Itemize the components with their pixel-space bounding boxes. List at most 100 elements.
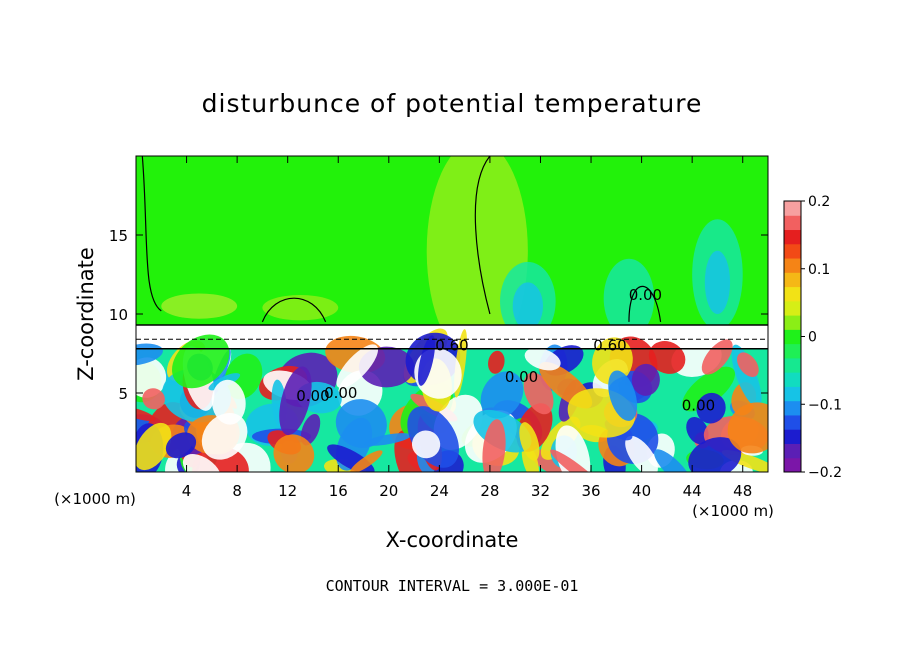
x-axis-label: X-coordinate: [386, 528, 519, 552]
y-tick-label: 10: [109, 306, 128, 324]
contour-line: [474, 156, 491, 315]
x-tick-label: 36: [581, 482, 600, 500]
turbulence-patch: [727, 402, 768, 454]
colorbar-swatch: [784, 372, 801, 387]
field-patch: [161, 293, 238, 319]
plot-area: [136, 156, 768, 472]
x-tick-label: 44: [683, 482, 702, 500]
turbulence-patch: [411, 430, 441, 459]
turbulence-patch: [418, 335, 436, 386]
colorbar-swatch: [784, 286, 801, 302]
x-tick-label: 20: [379, 482, 398, 500]
turbulence-patch: [488, 350, 505, 374]
colorbar-swatch: [784, 443, 801, 459]
turbulence-patch: [550, 449, 603, 472]
contour-labels: 0.60 0.600.000.000.000.000.00: [296, 286, 715, 415]
colorbar-swatch: [784, 215, 801, 231]
contour-line: [628, 286, 662, 322]
turbulence-patch: [182, 454, 222, 472]
turbulence-patch: [519, 422, 540, 461]
x-tick-label: 12: [278, 482, 297, 500]
turbulence-patch: [273, 434, 315, 472]
contour-label: 0.60: [435, 337, 468, 355]
turbulence-patch: [172, 334, 230, 389]
colorbar-swatch: [784, 429, 801, 444]
y-tick-label: 5: [118, 385, 128, 403]
turbulence-patch: [524, 348, 561, 371]
turbulence-patch: [625, 435, 658, 472]
contour-label: 0.00: [505, 368, 538, 386]
colorbar-tick-label: 0: [808, 330, 817, 346]
colorbar-swatch: [784, 343, 801, 359]
colorbar-swatch: [784, 229, 801, 245]
x-axis-unit-left: (×1000 m): [54, 490, 136, 508]
turbulence-patch: [737, 352, 759, 378]
y-axis: 5 10 15: [109, 227, 768, 403]
x-tick-label: 16: [329, 482, 348, 500]
turbulence-patch: [136, 422, 172, 471]
colorbar-swatch: [784, 201, 801, 216]
colorbar-swatch: [784, 272, 801, 288]
turbulence-patch: [211, 379, 246, 425]
colorbar-tick-label: 0.1: [808, 262, 830, 278]
colorbar-swatch: [784, 258, 801, 273]
x-tick-label: 28: [480, 482, 499, 500]
turbulence-patch: [201, 413, 248, 460]
turbulence-patch: [136, 357, 167, 398]
turbulence-patch: [165, 432, 197, 459]
turbulence-patch: [608, 370, 638, 421]
field-patch: [603, 258, 655, 338]
x-tick-label: 48: [733, 482, 752, 500]
colorbar-swatch: [784, 357, 801, 373]
turbulence-patch: [696, 392, 726, 424]
colorbar-swatch: [784, 243, 801, 259]
colorbar-swatch: [784, 315, 801, 330]
colorbar-swatch: [784, 457, 801, 473]
turbulent-field: [136, 328, 768, 472]
x-tick-label: 4: [182, 482, 192, 500]
turbulence-patch: [336, 344, 379, 389]
x-tick-label: 32: [531, 482, 550, 500]
colorbar-swatch: [784, 414, 801, 430]
turbulence-patch: [300, 413, 321, 446]
turbulence-patch: [279, 366, 312, 436]
colorbar-tick-label: −0.1: [808, 397, 842, 413]
y-axis-label: Z-coordinate: [74, 247, 98, 381]
colorbar-swatch: [784, 386, 801, 402]
turbulence-patch: [654, 449, 692, 472]
y-tick-label: 15: [109, 227, 128, 245]
turbulence-patch: [482, 419, 506, 472]
x-axis: 4 8 12 16 20 24 28 32 36 40 44 48: [182, 156, 752, 500]
colorbar-tick-label: 0.2: [808, 194, 830, 210]
turbulence-patch: [350, 450, 383, 472]
contour-label: 0.00: [324, 384, 357, 402]
turbulence-patch: [686, 416, 709, 445]
contour-lines: [136, 156, 768, 350]
contour-label: 0.00: [682, 397, 715, 415]
x-tick-label: 40: [632, 482, 651, 500]
turbulence-patch: [142, 388, 165, 410]
x-tick-label: 8: [232, 482, 242, 500]
turbulence-patch: [480, 371, 524, 419]
turbulence-patch: [688, 437, 742, 472]
colorbar: 0.2 0.1 0 −0.1 −0.2: [783, 194, 842, 481]
x-tick-label: 24: [430, 482, 449, 500]
turbulence-patch: [631, 363, 660, 396]
turbulence-patch: [335, 399, 387, 448]
colorbar-tick-label: −0.2: [808, 465, 842, 481]
colorbar-swatch: [784, 400, 801, 416]
turbulence-patch: [682, 366, 735, 412]
contour-label: 0.60: [593, 337, 626, 355]
contour-interval-note: CONTOUR INTERVAL = 3.000E-01: [326, 577, 579, 595]
contour-line: [141, 156, 162, 312]
contour-line: [261, 297, 327, 323]
chart-title: disturbunce of potential temperature: [202, 89, 703, 118]
contour-label: 0.00: [296, 387, 329, 405]
field-patch: [704, 250, 731, 314]
field-patch: [512, 282, 544, 330]
colorbar-swatch: [784, 300, 801, 316]
contour-label: 0.00: [629, 286, 662, 304]
colorbar-swatch: [784, 329, 801, 345]
x-axis-unit-right: (×1000 m): [692, 502, 774, 520]
